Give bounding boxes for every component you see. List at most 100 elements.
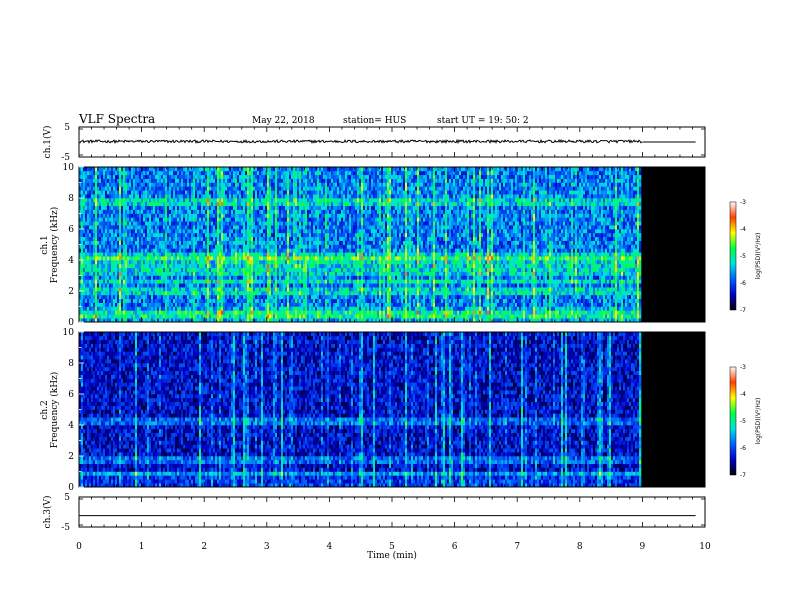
spectrogram-cell [113,194,116,199]
spectrogram-cell [149,198,152,203]
spectrogram-cell [93,302,96,307]
spectrogram-cell [87,263,90,269]
spectrogram-cell [265,314,268,319]
spectrogram-cell [83,213,86,218]
spectrogram-cell [207,287,210,292]
spectrogram-cell [199,318,202,322]
spectrogram-cell [221,306,224,311]
spectrogram-cell [189,263,192,269]
spectrogram-cell [251,256,254,261]
spectrogram-cell [257,182,260,187]
spectrogram-cell [257,201,260,207]
spectrogram-cell [131,314,134,319]
spectrogram-cell [233,167,236,172]
spectrogram-cell [181,287,184,292]
spectrogram-cell [315,318,318,322]
spectrogram-cell [201,252,204,257]
spectrogram-cell [235,248,238,253]
spectrogram-cell [313,217,316,222]
spectrogram-cell [253,198,256,203]
spectrogram-cell [267,194,270,199]
spectrogram-cell [309,287,312,292]
spectrogram-cell [115,318,118,322]
spectrogram-cell [221,252,224,257]
spectrogram-cell [137,198,140,203]
spectrogram-cell [177,190,180,195]
spectrogram-cell [277,318,280,322]
spectrogram-cell [197,287,200,292]
spectrogram-cell [195,170,198,176]
spectrogram-cell [147,198,150,203]
spectrogram-cell [171,294,174,300]
spectrogram-cell [149,205,152,210]
spectrogram-cell [163,240,166,245]
spectrogram-cell [171,182,174,187]
spectrogram-cell [137,225,140,230]
spectrogram-cell [265,194,268,199]
spectrogram-cell [285,221,288,226]
spectrogram-cell [191,252,194,257]
spectrogram-cell [163,275,166,280]
spectrogram-cell [225,256,228,261]
spectrogram-cell [231,229,234,234]
spectrogram-cell [221,267,224,272]
spectrogram-cell [205,244,208,249]
spectrogram-cell [297,252,300,257]
spectrogram-cell [309,205,312,210]
spectrogram-cell [299,205,302,210]
spectrogram-cell [215,198,218,203]
spectrogram-cell [255,236,258,241]
spectrogram-cell [301,201,304,207]
spectrogram-cell [249,229,252,234]
spectrogram-cell [83,186,86,191]
spectrogram-cell [133,306,136,311]
spectrogram-cell [157,217,160,222]
spectrogram-cell [157,186,160,191]
spectrogram-cell [287,167,290,172]
spectrogram-cell [195,302,198,307]
spectrogram-cell [127,302,130,307]
spectrogram-cell [165,260,168,265]
spectrogram-cell [251,294,254,300]
spectrogram-cell [293,310,296,315]
spectrogram-cell [219,174,222,179]
spectrogram-cell [137,306,140,311]
spectrogram-cell [245,198,248,203]
spectrogram-cell [177,302,180,307]
spectrogram-cell [147,260,150,265]
spectrogram-cell [185,167,188,172]
spectrogram-cell [241,229,244,234]
spectrogram-cell [139,294,142,300]
spectrogram-cell [265,174,268,179]
spectrogram-cell [231,310,234,315]
spectrogram-cell [109,174,112,179]
spectrogram-cell [97,232,100,238]
spectrogram-cell [237,182,240,187]
spectrogram-cell [233,279,236,284]
spectrogram-cell [321,271,324,276]
spectrogram-cell [159,182,162,187]
spectrogram-cell [229,302,232,307]
spectrogram-cell [241,248,244,253]
spectrogram-cell [147,217,150,222]
spectrogram-cell [115,182,118,187]
spectrogram-cell [179,232,182,238]
spectrogram-cell [195,198,198,203]
spectrogram-cell [303,302,306,307]
spectrogram-cell [253,291,256,296]
spectrogram-cell [89,240,92,245]
spectrogram-cell [221,190,224,195]
spectrogram-cell [227,240,230,245]
spectrogram-cell [99,271,102,276]
spectrogram-cell [129,283,132,288]
spectrogram-cell [313,318,316,322]
spectrogram-cell [169,221,172,226]
spectrogram-cell [193,283,196,288]
spectrogram-cell [109,182,112,187]
spectrogram-cell [129,271,132,276]
spectrogram-cell [263,221,266,226]
spectrogram-cell [267,275,270,280]
spectrogram-cell [109,232,112,238]
spectrogram-cell [99,217,102,222]
spectrogram-cell [265,287,268,292]
